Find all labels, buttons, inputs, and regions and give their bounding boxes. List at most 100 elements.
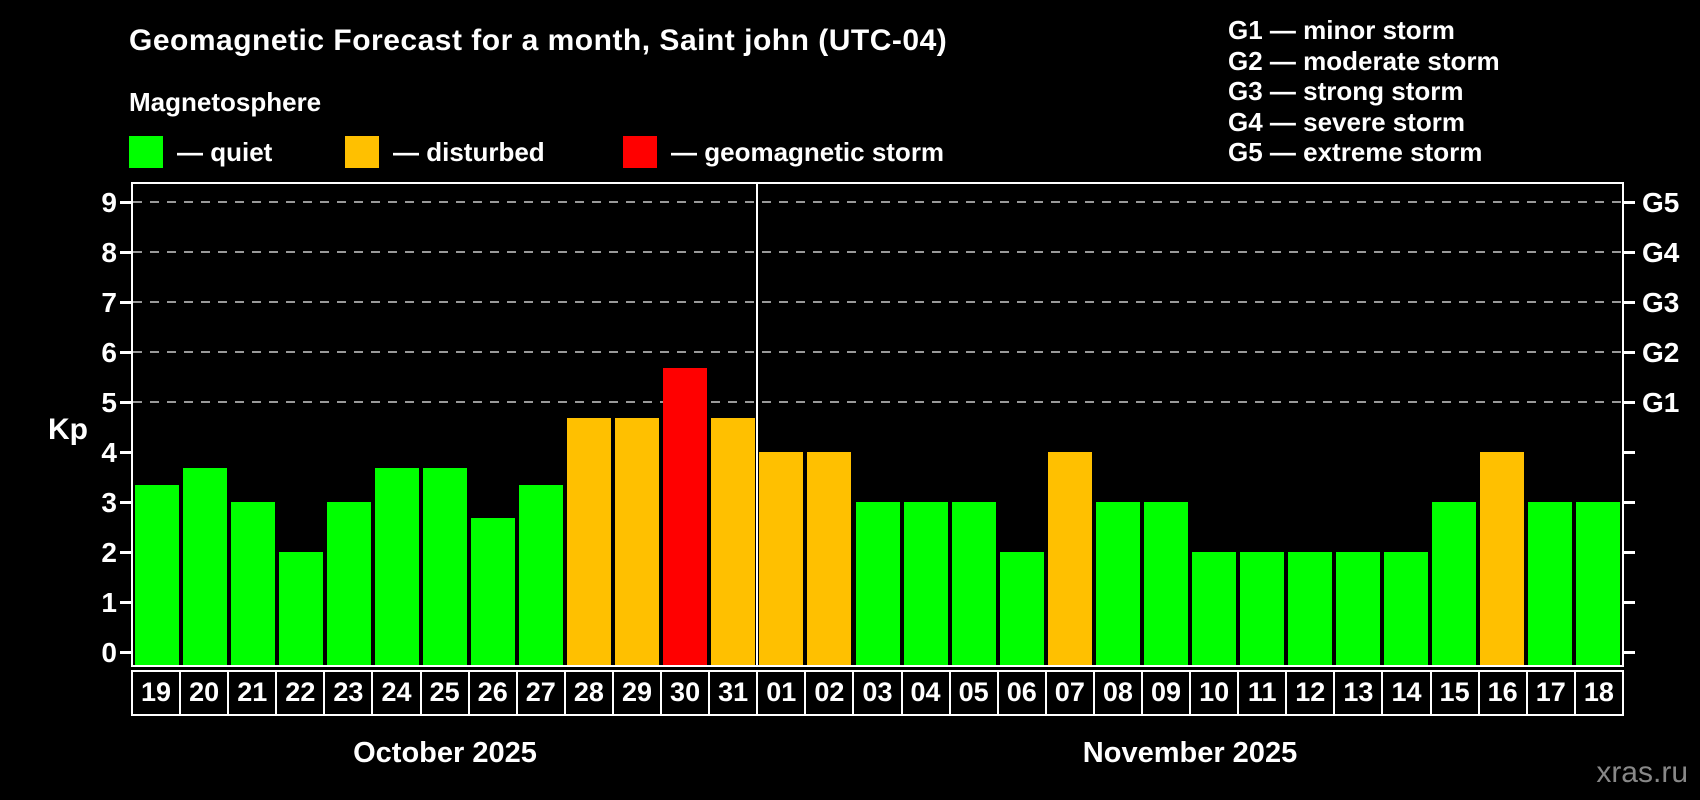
g-axis-label-g2: G2 xyxy=(1642,337,1680,368)
y-tick-left-8 xyxy=(120,251,133,254)
date-label-nov-05: 05 xyxy=(948,670,999,716)
y-axis-label-4: 4 xyxy=(101,437,117,468)
legend-item-storm: — geomagnetic storm xyxy=(623,136,944,168)
g-axis-label-g3: G3 xyxy=(1642,287,1680,318)
date-label-nov-12: 12 xyxy=(1285,670,1336,716)
chart-bar-oct-31 xyxy=(711,418,755,665)
date-label-oct-24: 24 xyxy=(371,670,422,716)
g-scale-line: G5 — extreme storm xyxy=(1228,137,1483,168)
date-label-nov-07: 07 xyxy=(1044,670,1095,716)
g-scale-line: G1 — minor storm xyxy=(1228,15,1455,45)
date-label-nov-02: 02 xyxy=(804,670,855,716)
date-label-nov-17: 17 xyxy=(1525,670,1576,716)
kp-axis-title: Kp xyxy=(48,413,88,446)
date-label-oct-30: 30 xyxy=(660,670,711,716)
date-label-nov-11: 11 xyxy=(1237,670,1288,716)
gridline-kp-7 xyxy=(133,301,1622,303)
y-tick-left-2 xyxy=(120,551,133,554)
month-label-november-2025: November 2025 xyxy=(1082,737,1298,769)
gridline-kp-5 xyxy=(133,401,1622,403)
watermark: xras.ru xyxy=(1596,756,1688,789)
legend-item-label: — quiet xyxy=(177,136,273,167)
chart-bar-oct-30 xyxy=(663,368,707,665)
date-label-oct-20: 20 xyxy=(179,670,230,716)
y-axis-label-3: 3 xyxy=(101,487,117,518)
legend-swatch-storm xyxy=(623,136,657,168)
chart-bar-nov-04 xyxy=(904,502,948,665)
date-label-oct-28: 28 xyxy=(563,670,614,716)
chart-bar-oct-29 xyxy=(615,418,659,665)
y-axis-label-9: 9 xyxy=(101,187,117,218)
date-label-nov-18: 18 xyxy=(1573,670,1624,716)
g-scale-legend: G1 — minor storm G2 — moderate storm G3 — … xyxy=(1228,15,1500,168)
chart-bar-nov-11 xyxy=(1240,552,1284,665)
month-separator-0 xyxy=(756,184,758,665)
y-tick-right-8 xyxy=(1622,251,1635,254)
date-label-nov-14: 14 xyxy=(1381,670,1432,716)
chart-bar-nov-18 xyxy=(1576,502,1620,665)
chart-bar-oct-19 xyxy=(135,485,179,665)
legend-item-label: — geomagnetic storm xyxy=(671,136,945,167)
legend-swatch-disturbed xyxy=(345,136,379,168)
y-axis-label-2: 2 xyxy=(101,537,117,568)
chart-bar-nov-17 xyxy=(1528,502,1572,665)
date-label-nov-06: 06 xyxy=(996,670,1047,716)
y-tick-right-4 xyxy=(1622,451,1635,454)
date-label-nov-15: 15 xyxy=(1429,670,1480,716)
y-tick-left-4 xyxy=(120,451,133,454)
chart-bar-nov-03 xyxy=(856,502,900,665)
y-axis-label-6: 6 xyxy=(101,337,117,368)
y-axis-label-1: 1 xyxy=(101,587,117,618)
date-label-nov-03: 03 xyxy=(852,670,903,716)
y-tick-left-6 xyxy=(120,351,133,354)
date-label-nov-04: 04 xyxy=(900,670,951,716)
chart-bar-nov-06 xyxy=(1000,552,1044,665)
page-subtitle: Magnetosphere xyxy=(129,87,322,117)
g-axis-label-g4: G4 xyxy=(1642,237,1680,268)
chart-bar-oct-24 xyxy=(375,468,419,665)
y-tick-left-9 xyxy=(120,201,133,204)
date-axis: 19 20 21 22 23 24 25 26 27 28 29 30 31 01 02 03 04 05 06 07… xyxy=(131,670,1624,716)
legend-item-label: — disturbed xyxy=(393,136,545,167)
chart-plot: 0 1 2 3 4 5 6 7 8 9 G1 G2 G3 G4 G5 Kp xyxy=(48,182,1679,668)
date-label-oct-22: 22 xyxy=(275,670,326,716)
chart-bar-nov-10 xyxy=(1192,552,1236,665)
date-label-nov-08: 08 xyxy=(1092,670,1143,716)
chart-bar-oct-25 xyxy=(423,468,467,665)
date-label-nov-10: 10 xyxy=(1189,670,1240,716)
date-label-oct-26: 26 xyxy=(467,670,518,716)
g-scale-line: G3 — strong storm xyxy=(1228,76,1464,107)
chart-bar-nov-15 xyxy=(1432,502,1476,665)
chart-bar-oct-21 xyxy=(231,502,275,665)
chart-bar-nov-07 xyxy=(1048,452,1092,665)
g-scale-line: G2 — moderate storm xyxy=(1228,45,1500,76)
y-tick-left-1 xyxy=(120,601,133,604)
gridline-kp-8 xyxy=(133,251,1622,253)
y-tick-right-0 xyxy=(1622,651,1635,654)
y-tick-right-1 xyxy=(1622,601,1635,604)
chart-bar-nov-14 xyxy=(1384,552,1428,665)
y-axis-label-8: 8 xyxy=(101,237,117,268)
chart-bar-nov-05 xyxy=(952,502,996,665)
gridline-kp-9 xyxy=(133,201,1622,203)
gridline-kp-6 xyxy=(133,351,1622,353)
chart-bar-nov-01 xyxy=(759,452,803,665)
chart-bar-oct-26 xyxy=(471,518,515,665)
chart-bar-oct-20 xyxy=(183,468,227,665)
month-label-october-2025: October 2025 xyxy=(353,737,537,769)
date-label-nov-16: 16 xyxy=(1477,670,1528,716)
chart-bar-nov-12 xyxy=(1288,552,1332,665)
chart-bar-nov-13 xyxy=(1336,552,1380,665)
date-label-oct-21: 21 xyxy=(227,670,278,716)
y-axis-label-7: 7 xyxy=(101,287,117,318)
y-tick-right-7 xyxy=(1622,301,1635,304)
date-label-oct-29: 29 xyxy=(611,670,663,716)
y-tick-right-5 xyxy=(1622,401,1635,404)
chart-bar-nov-02 xyxy=(807,452,851,665)
y-tick-left-7 xyxy=(120,301,133,304)
y-tick-left-3 xyxy=(120,501,133,504)
chart-bar-oct-23 xyxy=(327,502,371,665)
legend-item-quiet: — quiet xyxy=(129,136,272,168)
g-axis-label-g5: G5 xyxy=(1642,187,1680,218)
